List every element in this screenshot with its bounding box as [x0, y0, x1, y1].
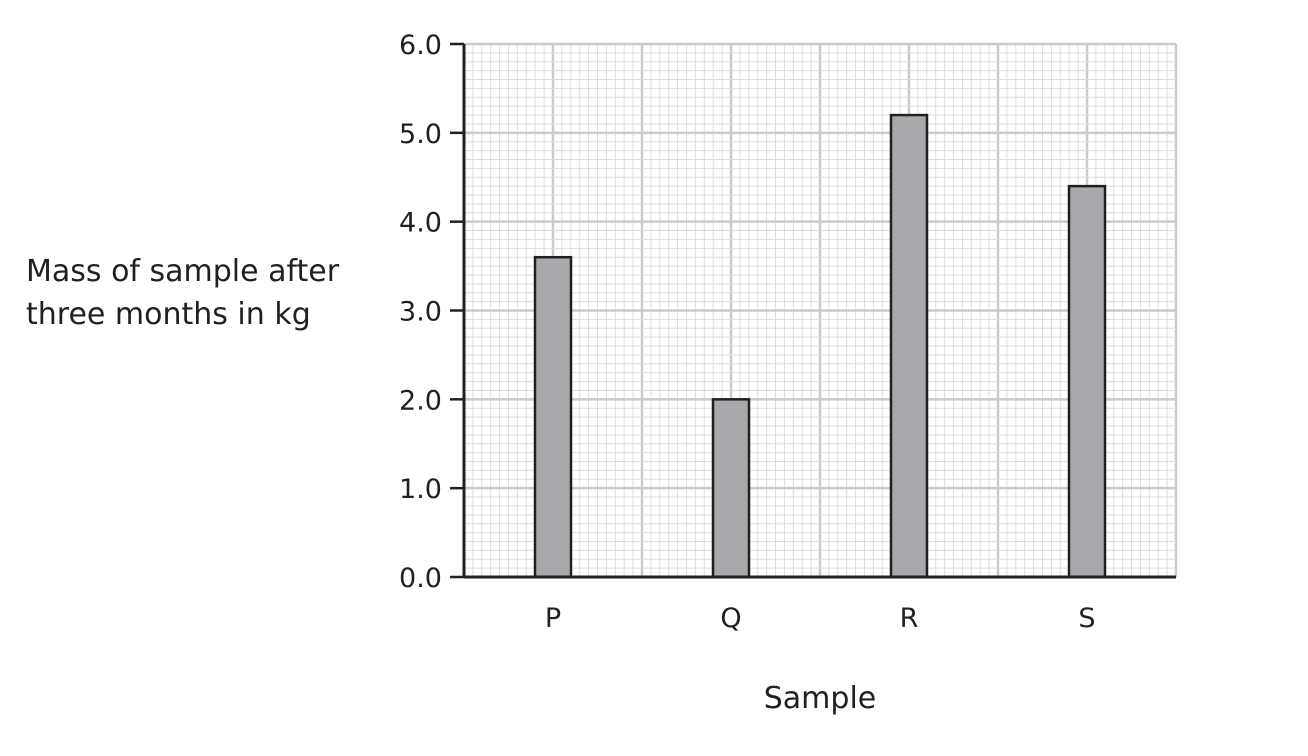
y-axis-title-line-1: Mass of sample after	[26, 254, 340, 289]
bar-s	[1067, 184, 1107, 579]
y-tick-label: 1.0	[399, 474, 442, 505]
x-axis-title: Sample	[764, 681, 877, 716]
y-tick-label: 6.0	[399, 30, 442, 61]
y-ticks: 0.0 1.0 2.0 3.0 4.0 5.0 6.0	[399, 30, 464, 594]
y-tick-label: 0.0	[399, 563, 442, 594]
x-tick-label: P	[545, 603, 561, 634]
x-tick-label: Q	[720, 603, 741, 634]
x-tick-label: S	[1078, 603, 1095, 634]
bars	[533, 113, 1107, 579]
x-tick-labels: P Q R S	[545, 603, 1096, 634]
bar-p	[533, 255, 573, 579]
x-tick-label: R	[900, 603, 919, 634]
y-tick-label: 5.0	[399, 119, 442, 150]
bar-r	[889, 113, 929, 579]
y-tick-label: 2.0	[399, 385, 442, 416]
y-tick-label: 4.0	[399, 208, 442, 239]
y-tick-label: 3.0	[399, 297, 442, 328]
y-axis-title-line-2: three months in kg	[26, 297, 311, 332]
bar-q	[711, 398, 751, 579]
